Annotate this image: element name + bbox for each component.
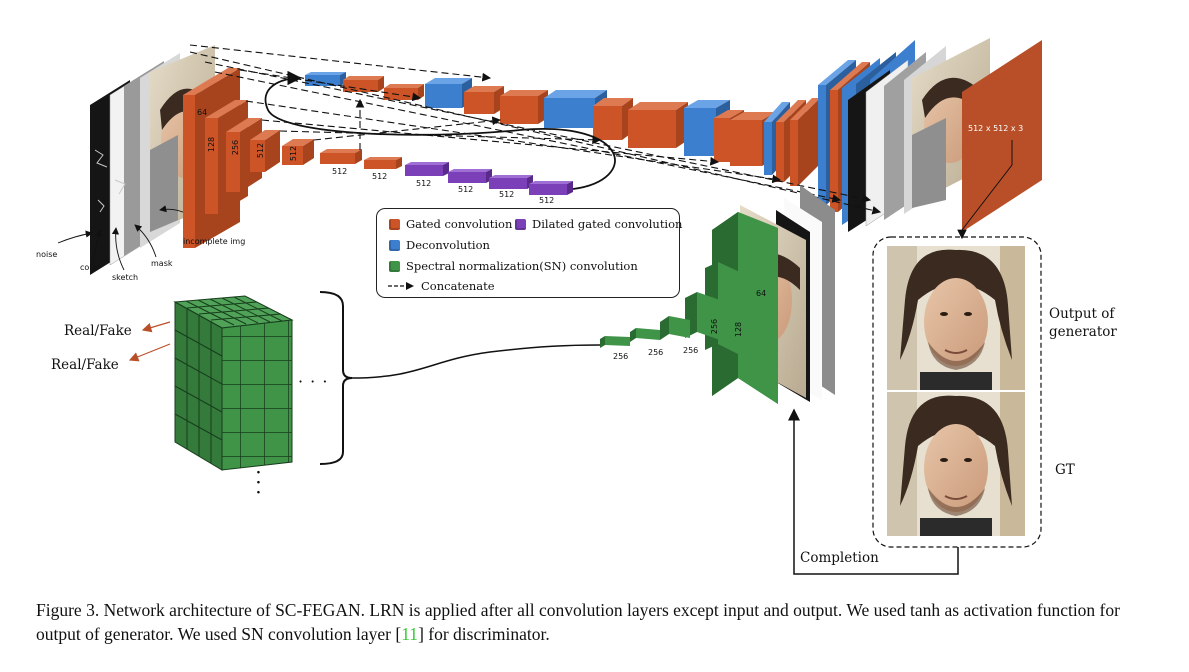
legend-deconv-label: Deconvolution [406, 238, 490, 252]
dil-512-4-label: 512 [458, 185, 474, 194]
real-fake-label-1: Real/Fake [64, 323, 132, 339]
dil-512-6-label: 512 [539, 196, 555, 205]
legend: Gated convolution Dilated gated convolut… [376, 208, 682, 298]
architecture-diagram [57, 38, 1042, 575]
legend-dilated-label: Dilated gated convolution [532, 217, 683, 231]
legend-sn: Spectral normalization(SN) convolution [389, 259, 638, 273]
gt-label: GT [1055, 462, 1075, 478]
bracket-connector [351, 344, 601, 379]
enc-64-label: 64 [197, 108, 208, 117]
caption-text-2: ] for discriminator. [418, 624, 550, 644]
legend-concat: Concatenate [387, 279, 495, 293]
legend-gated-label: Gated convolution [406, 217, 513, 231]
dil-512-5-label: 512 [499, 190, 515, 199]
disc-256a-label: 256 [710, 318, 720, 335]
completion-label: Completion [800, 550, 879, 566]
patch-output-cube [173, 295, 294, 471]
dashed-arrow-icon [388, 282, 414, 290]
legend-concat-label: Concatenate [421, 279, 495, 293]
output-size-label: 512 x 512 x 3 [968, 124, 1024, 133]
dilated-swatch-icon [515, 218, 526, 230]
input-sketch-label: sketch [112, 273, 139, 282]
legend-gated: Gated convolution [389, 217, 512, 231]
legend-sn-label: Spectral normalization(SN) convolution [406, 259, 638, 273]
enc-256-label: 256 [231, 139, 241, 156]
sn-swatch-icon [389, 260, 400, 272]
legend-dilated: Dilated gated convolution [515, 217, 682, 231]
disc-256d-label: 256 [613, 352, 629, 361]
real-fake-arrow-2 [128, 343, 171, 362]
dil-512-3-label: 512 [416, 179, 432, 188]
figure-caption: Figure 3. Network architecture of SC-FEG… [36, 598, 1156, 646]
deconv-swatch-icon [389, 239, 400, 251]
dilated-blocks [405, 162, 573, 195]
citation-link[interactable]: 11 [401, 624, 419, 644]
vertical-ellipsis: · · · [256, 465, 261, 501]
gated-swatch-icon [389, 218, 400, 230]
input-color-label: color [80, 263, 100, 272]
enc-512-2-label: 512 [372, 172, 388, 181]
disc-256c-label: 256 [648, 348, 664, 357]
disc-64-label: 64 [756, 289, 767, 298]
output-gt-frame [872, 236, 1042, 548]
completion-loop [788, 408, 959, 575]
legend-deconv: Deconvolution [389, 238, 490, 252]
input-incomplete-label: incomplete img [183, 237, 246, 246]
enc-512b-label: 512 [289, 145, 299, 162]
enc-512a-label: 512 [256, 142, 266, 159]
real-fake-arrow-1 [141, 321, 171, 333]
concat-lines [189, 44, 882, 215]
bottleneck-loop [264, 70, 616, 190]
generated-face [887, 246, 1025, 390]
output-of-generator-label: Output of generator [1049, 306, 1117, 340]
encoder [183, 68, 402, 248]
discriminator [600, 185, 835, 404]
ground-truth-face [887, 392, 1025, 536]
output-plane [961, 40, 1042, 232]
input-noise-label: noise [36, 250, 58, 259]
real-fake-label-2: Real/Fake [51, 357, 119, 373]
caption-text-1: Figure 3. Network architecture of SC-FEG… [36, 600, 1120, 644]
input-mask-label: mask [151, 259, 173, 268]
disc-256b-label: 256 [683, 346, 699, 355]
enc-128-label: 128 [207, 136, 217, 153]
enc-512-1-label: 512 [332, 167, 348, 176]
horizontal-ellipsis: · · · [298, 372, 329, 391]
disc-128-label: 128 [734, 321, 744, 338]
